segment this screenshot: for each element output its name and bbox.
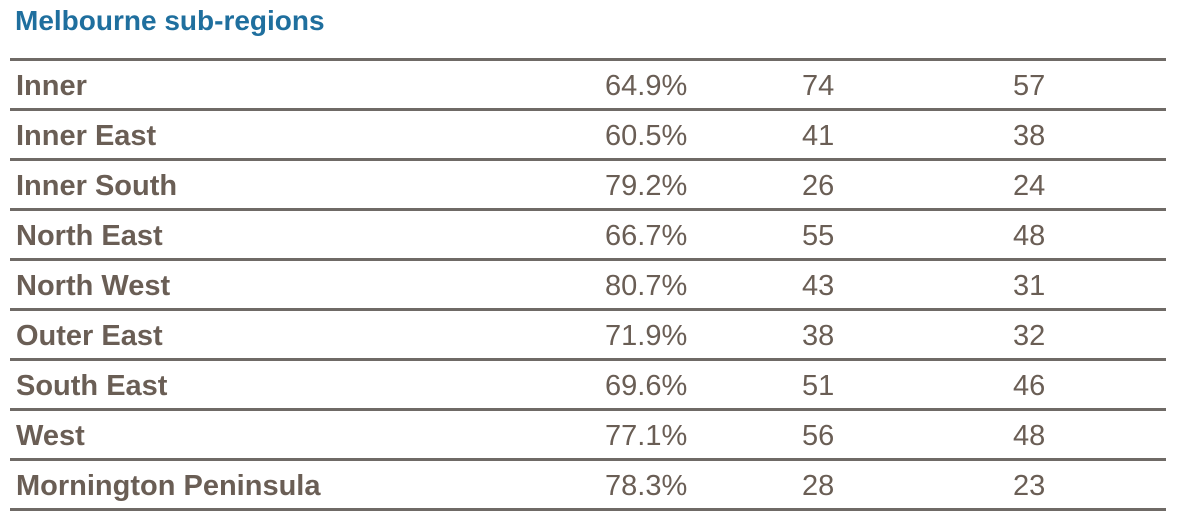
region-value-b: 46 xyxy=(1013,370,1046,402)
region-value-b: 23 xyxy=(1013,470,1046,502)
table-row: Outer East 71.9% 38 32 xyxy=(10,311,1166,361)
region-value-b: 24 xyxy=(1013,170,1046,202)
table-row: North West 80.7% 43 31 xyxy=(10,261,1166,311)
region-name: Inner East xyxy=(16,120,157,152)
region-value-a: 41 xyxy=(802,120,835,152)
table-row: Inner 64.9% 74 57 xyxy=(10,61,1166,111)
region-name: North East xyxy=(16,220,163,252)
table-row: Inner East 60.5% 41 38 xyxy=(10,111,1166,161)
region-value-a: 28 xyxy=(802,470,835,502)
region-value-b: 48 xyxy=(1013,420,1046,452)
table-row: South East 69.6% 51 46 xyxy=(10,361,1166,411)
table-row: West 77.1% 56 48 xyxy=(10,411,1166,461)
region-value-b: 31 xyxy=(1013,270,1046,302)
region-percent: 60.5% xyxy=(605,120,688,152)
region-percent: 69.6% xyxy=(605,370,688,402)
region-percent: 78.3% xyxy=(605,470,688,502)
region-name: South East xyxy=(16,370,168,402)
region-name: Outer East xyxy=(16,320,163,352)
table-row: Mornington Peninsula 78.3% 28 23 xyxy=(10,461,1166,511)
region-percent: 71.9% xyxy=(605,320,688,352)
region-name: Mornington Peninsula xyxy=(16,470,321,502)
region-percent: 77.1% xyxy=(605,420,688,452)
region-percent: 79.2% xyxy=(605,170,688,202)
region-value-b: 32 xyxy=(1013,320,1046,352)
region-value-a: 74 xyxy=(802,70,835,102)
region-value-a: 43 xyxy=(802,270,835,302)
region-percent: 64.9% xyxy=(605,70,688,102)
sub-regions-table: Inner 64.9% 74 57 Inner East 60.5% 41 38… xyxy=(10,58,1166,511)
table-row: Inner South 79.2% 26 24 xyxy=(10,161,1166,211)
region-value-a: 56 xyxy=(802,420,835,452)
region-value-b: 38 xyxy=(1013,120,1046,152)
region-percent: 66.7% xyxy=(605,220,688,252)
page-title: Melbourne sub-regions xyxy=(15,5,325,36)
region-value-a: 51 xyxy=(802,370,835,402)
region-percent: 80.7% xyxy=(605,270,688,302)
table-row: North East 66.7% 55 48 xyxy=(10,211,1166,261)
region-name: Inner South xyxy=(16,170,178,202)
region-value-a: 38 xyxy=(802,320,835,352)
region-name: North West xyxy=(16,270,171,302)
region-value-a: 55 xyxy=(802,220,835,252)
region-value-a: 26 xyxy=(802,170,835,202)
region-name: Inner xyxy=(16,70,87,102)
region-value-b: 57 xyxy=(1013,70,1046,102)
region-value-b: 48 xyxy=(1013,220,1046,252)
region-name: West xyxy=(16,420,85,452)
